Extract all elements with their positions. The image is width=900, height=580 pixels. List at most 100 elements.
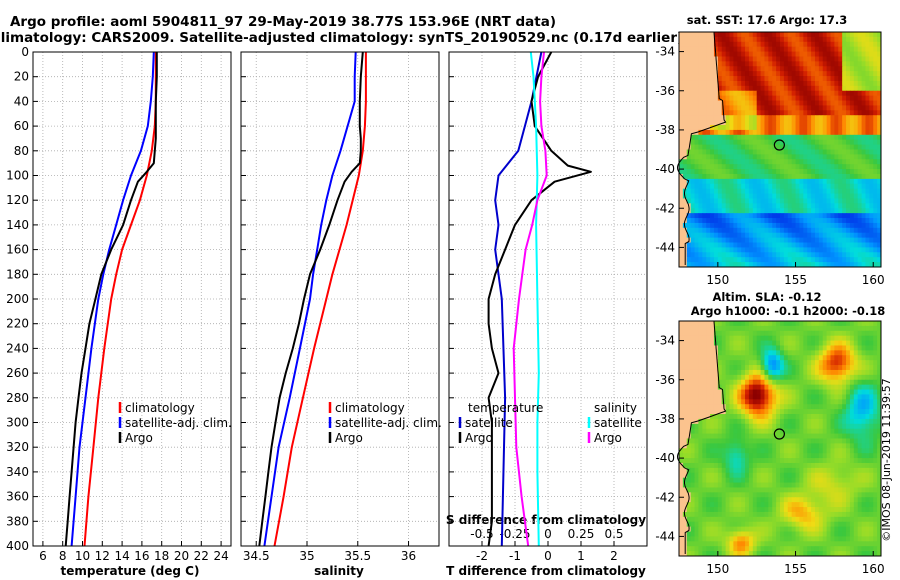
plot-frame <box>32 51 232 547</box>
legend-label-climatology: climatology <box>335 401 405 415</box>
legend-label-salinity-satellite: satellite <box>594 416 642 430</box>
y-tick-label: 300 <box>6 416 29 430</box>
x-tick-label: 12 <box>95 549 110 563</box>
series-temperature-satellite-line <box>494 51 543 547</box>
map-y-tick-label: -42 <box>655 201 675 215</box>
x-tick-label: 16 <box>134 549 149 563</box>
top-tick-label: 0.25 <box>568 527 595 541</box>
panel-sst_map: 150 155 160 -34 -36 -38 -40 -42 -44 <box>655 31 885 287</box>
map-y-tick-label: -36 <box>655 373 675 387</box>
y-tick-label: 340 <box>6 465 29 479</box>
y-tick-label: 100 <box>6 169 29 183</box>
panel-difference: -2 -1 0 1 2-0.5 -0.25 0 0.25 0.5temperaturesatel… <box>448 51 648 563</box>
legend-label-argo: Argo <box>335 431 363 445</box>
y-tick-label: 200 <box>6 292 29 306</box>
y-tick-label: 280 <box>6 391 29 405</box>
series-salinity-argo-line <box>512 51 548 547</box>
y-tick-label: 240 <box>6 341 29 355</box>
x-tick-label: 20 <box>174 549 189 563</box>
argo-float-marker <box>773 139 785 151</box>
panel-sla_map: 150 155 160 -34 -36 -38 -40 -42 -44 <box>655 320 885 576</box>
x-tick-label: 14 <box>114 549 129 563</box>
map-y-tick-label: -34 <box>655 334 675 348</box>
legend-label-satellite-adj-clim: satellite-adj. clim. <box>335 416 442 430</box>
series-satellite-adj-clim-line <box>70 51 155 547</box>
legend-label-argo: Argo <box>125 431 153 445</box>
map-x-tick-label: 150 <box>706 562 729 576</box>
map-y-tick-label: -36 <box>655 84 675 98</box>
y-tick-label: 40 <box>14 94 29 108</box>
salinity-xlabel: salinity <box>314 564 364 578</box>
y-tick-label: 140 <box>6 218 29 232</box>
credit-text: ©IMOS 08-Jun-2019 11:39:57 <box>880 378 893 542</box>
x-tick-label: 0 <box>544 549 552 563</box>
series-satellite-adj-clim-line <box>263 51 357 547</box>
plots-layer: 6 8 10 12 14 16 18 20 22 240204060801001201401601… <box>6 31 885 576</box>
temperature-xlabel: temperature (deg C) <box>61 564 200 578</box>
y-tick-label: 360 <box>6 490 29 504</box>
map-x-tick-label: 150 <box>706 273 729 287</box>
difference-xlabel-top: S difference from climatology <box>446 513 646 527</box>
x-tick-label: 6 <box>39 549 47 563</box>
x-tick-label: 2 <box>610 549 618 563</box>
map-y-tick-label: -38 <box>655 412 675 426</box>
y-tick-label: 320 <box>6 440 29 454</box>
map-y-tick-label: -40 <box>655 451 675 465</box>
chart-title-line1: Argo profile: aoml 5904811_97 29-May-201… <box>10 14 556 30</box>
y-tick-label: 60 <box>14 119 29 133</box>
legend-title-temperature: temperature <box>468 401 543 415</box>
plot-frame <box>240 51 440 547</box>
top-tick-label: 0 <box>544 527 552 541</box>
legend-label-salinity-argo: Argo <box>594 431 622 445</box>
argo-float-marker <box>773 428 785 440</box>
map-x-tick-label: 160 <box>862 562 885 576</box>
legend-label-temperature-satellite: satellite <box>465 416 513 430</box>
sla-map-title-line2: Argo h1000: -0.1 h2000: -0.18 <box>691 304 886 318</box>
coastline <box>676 320 727 554</box>
x-tick-label: 8 <box>59 549 67 563</box>
coastline <box>676 31 727 265</box>
map-frame <box>678 31 882 268</box>
map-x-tick-label: 155 <box>784 562 807 576</box>
y-tick-label: 160 <box>6 243 29 257</box>
legend-title-salinity: salinity <box>594 401 637 415</box>
y-tick-label: 260 <box>6 366 29 380</box>
plot-frame <box>448 51 648 547</box>
y-tick-label: 180 <box>6 267 29 281</box>
y-tick-label: 20 <box>14 70 29 84</box>
map-y-tick-label: -38 <box>655 123 675 137</box>
series-argo-line <box>64 52 158 547</box>
sst-map-title: sat. SST: 17.6 Argo: 17.3 <box>687 13 847 27</box>
chart-title-line2: Climatology: CARS2009. Satellite-adjuste… <box>0 30 683 46</box>
y-tick-label: 120 <box>6 193 29 207</box>
map-field <box>679 321 882 557</box>
legend-label-climatology: climatology <box>125 401 195 415</box>
x-tick-label: 10 <box>75 549 90 563</box>
series-argo-line <box>258 51 364 547</box>
x-tick-label: 34.5 <box>243 549 270 563</box>
x-tick-label: -2 <box>476 549 488 563</box>
x-tick-label: 35 <box>299 549 314 563</box>
y-tick-label: 380 <box>6 514 29 528</box>
x-tick-label: 22 <box>194 549 209 563</box>
x-tick-label: 1 <box>577 549 585 563</box>
x-tick-label: -1 <box>509 549 521 563</box>
difference-xlabel: T difference from climatology <box>446 564 646 578</box>
x-tick-label: 18 <box>154 549 169 563</box>
x-tick-label: 35.5 <box>344 549 371 563</box>
y-tick-label: 0 <box>21 45 29 59</box>
map-y-tick-label: -44 <box>655 240 675 254</box>
map-x-tick-label: 155 <box>784 273 807 287</box>
map-y-tick-label: -34 <box>655 45 675 59</box>
series-temperature-argo-line <box>487 51 592 547</box>
sla-map-title-line1: Altim. SLA: -0.12 <box>712 290 821 304</box>
map-y-tick-label: -42 <box>655 490 675 504</box>
y-tick-label: 400 <box>6 539 29 553</box>
legend-label-satellite-adj-clim: satellite-adj. clim. <box>125 416 232 430</box>
panel-temperature: 6 8 10 12 14 16 18 20 22 240204060801001201401601… <box>6 45 232 563</box>
top-tick-label: -0.25 <box>499 527 530 541</box>
x-tick-label: 36 <box>401 549 416 563</box>
series-salinity-satellite-line <box>529 51 540 547</box>
